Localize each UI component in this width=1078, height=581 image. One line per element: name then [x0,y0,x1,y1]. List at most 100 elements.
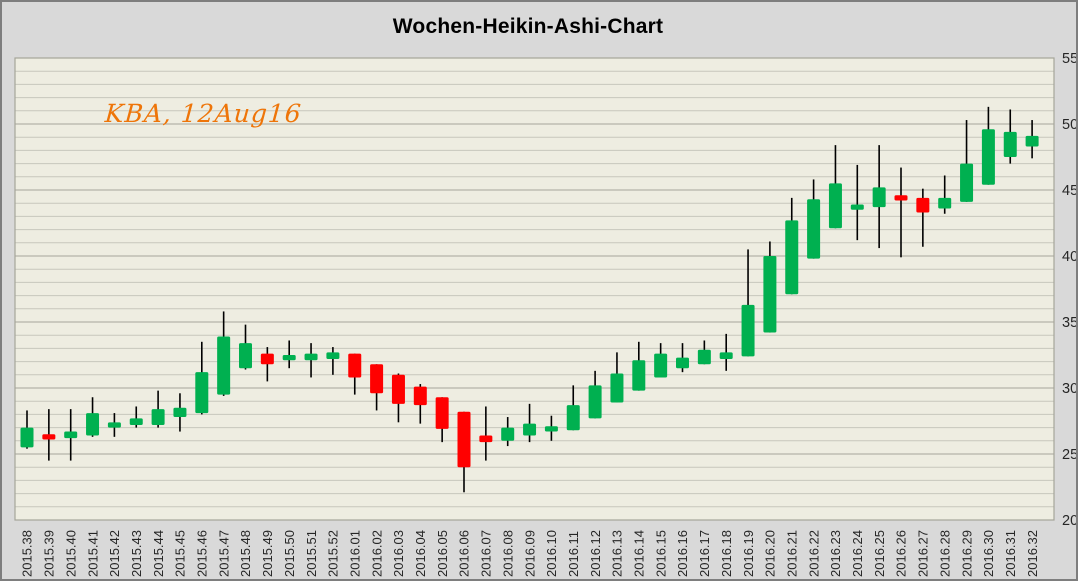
plot-border [14,57,1055,521]
candle-body-2015.49 [260,353,274,365]
candle-body-2015.50 [282,355,296,361]
candle-body-2016.22 [807,199,821,259]
x-axis-label: 2016.10 [544,530,559,577]
x-axis-label: 2016.18 [719,530,734,577]
x-axis-label: 2015.39 [42,530,57,577]
candle-body-2016.02 [370,364,384,394]
candle-body-2016.11 [566,405,580,431]
candle-body-2016.18 [719,352,733,359]
candle-body-2016.08 [501,427,515,441]
plot-area [15,58,1054,520]
candle-body-2016.05 [435,397,449,429]
x-axis-label: 2016.13 [610,530,625,577]
y-axis-label: 50 [1062,117,1078,133]
candle-body-2016.29 [960,163,974,202]
candle-body-2015.51 [304,353,318,361]
y-axis-label: 55 [1062,51,1078,67]
x-axis-label: 2016.24 [850,530,865,577]
candle-body-2015.40 [64,431,78,439]
x-axis-label: 2016.04 [413,530,428,577]
candle-body-2015.43 [129,418,143,425]
x-axis-label: 2016.25 [872,530,887,577]
y-axis-label: 40 [1062,249,1078,265]
candle-body-2015.47 [217,336,231,395]
x-axis-label: 2016.12 [588,530,603,577]
candle-body-2015.48 [239,343,252,369]
candle-body-2016.17 [697,349,711,365]
y-axis-label: 25 [1062,447,1078,463]
x-axis-label: 2016.16 [675,530,690,577]
x-axis-label: 2016.17 [697,530,712,577]
candle-body-2016.04 [413,386,427,406]
candle-body-2016.24 [850,204,864,210]
x-axis-label: 2015.45 [173,530,188,577]
x-axis-label: 2016.20 [763,530,778,577]
x-axis-label: 2016.31 [1003,530,1018,577]
x-axis-label: 2015.42 [107,530,122,577]
x-axis-label: 2015.51 [304,530,319,577]
candle-body-2016.27 [916,197,930,213]
candle-body-2016.25 [872,187,886,208]
y-axis-label: 35 [1062,315,1078,331]
x-axis-label: 2015.44 [151,530,166,577]
x-axis-label: 2015.40 [63,530,78,577]
x-axis-label: 2016.03 [391,530,406,577]
candle-body-2016.28 [938,197,952,209]
x-axis-label: 2016.05 [435,530,450,577]
y-axis-label: 30 [1062,381,1078,397]
candle-body-2015.46 [195,372,209,414]
candle-body-2016.12 [588,385,602,419]
candle-body-2016.09 [523,423,537,436]
candle-body-2016.01 [348,353,362,378]
candle-body-2016.21 [785,220,799,295]
x-axis-label: 2016.11 [566,531,581,577]
x-axis-label: 2016.23 [828,530,843,577]
x-axis-label: 2016.22 [806,530,821,577]
candle-body-2016.03 [391,374,405,404]
candle-body-2016.10 [544,426,558,432]
x-axis-label: 2015.48 [238,530,253,577]
candle-body-2016.26 [894,195,908,201]
candle-body-2016.06 [457,411,471,468]
x-axis-label: 2016.08 [500,530,515,577]
candle-body-2016.14 [632,360,646,391]
x-axis-label: 2016.27 [916,530,931,577]
x-axis-label: 2016.14 [632,530,647,577]
x-axis-label: 2016.28 [937,530,952,577]
x-axis-label: 2015.47 [216,530,231,577]
candle-body-2016.31 [1003,131,1017,157]
candle-body-2015.41 [86,413,100,436]
candle-body-2016.13 [610,373,624,403]
x-axis-label: 2015.41 [85,530,100,577]
x-axis-label: 2016.07 [479,530,494,577]
y-axis-label: 20 [1062,513,1078,529]
y-axis-label: 45 [1062,183,1078,199]
x-axis-label: 2016.21 [784,530,799,577]
x-axis-label: 2015.49 [260,530,275,577]
x-axis-label: 2015.38 [20,530,35,577]
x-axis-label: 2016.19 [741,530,756,577]
candle-body-2016.32 [1025,135,1039,147]
x-axis-label: 2015.46 [195,530,210,577]
candle-body-2016.16 [676,357,689,369]
candle-body-2016.15 [654,353,668,378]
candle-body-2016.20 [763,256,777,333]
x-axis-label: 2015.43 [129,530,144,577]
x-axis-label: 2015.50 [282,530,297,577]
x-axis-label: 2016.06 [457,530,472,577]
x-axis-label: 2016.02 [369,530,384,577]
candle-body-2015.52 [326,352,340,359]
watermark-label: KBA, 12Aug16 [103,99,303,128]
candle-body-2015.39 [42,434,56,440]
candle-body-2016.07 [479,435,493,443]
candle-body-2015.42 [107,422,121,428]
candle-body-2015.44 [151,409,165,425]
x-axis-label: 2015.52 [326,530,341,577]
chart-title: Wochen-Heikin-Ashi-Chart [392,15,664,38]
candle-body-2016.19 [741,304,755,357]
x-axis-label: 2016.29 [959,530,974,577]
x-axis-label: 2016.09 [522,530,537,577]
candle-body-2016.30 [981,129,995,185]
